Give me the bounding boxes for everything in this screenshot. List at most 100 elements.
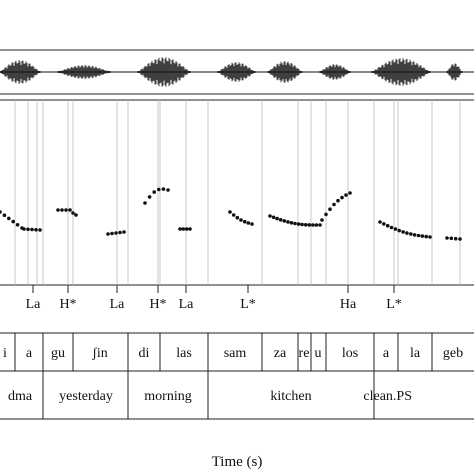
pitch-point: [152, 190, 156, 194]
tone-label: La: [110, 297, 126, 312]
syllable-label: las: [176, 346, 192, 361]
pitch-panel: [0, 99, 474, 286]
pitch-point: [0, 210, 2, 214]
syllable-label: a: [383, 346, 390, 361]
pitch-point: [397, 228, 402, 233]
pitch-track: [0, 187, 462, 241]
syllable-label: geb: [443, 346, 463, 361]
pitch-point: [389, 225, 394, 230]
pitch-point: [275, 216, 279, 221]
pitch-point: [282, 219, 287, 223]
pitch-point: [231, 213, 236, 217]
waveform-burst: [371, 58, 431, 86]
pitch-point: [289, 221, 294, 225]
pitch-point: [7, 216, 11, 221]
tone-label: H*: [149, 297, 166, 312]
syllable-label: za: [274, 346, 287, 361]
pitch-point: [344, 193, 348, 197]
pitch-point: [307, 223, 312, 227]
waveform-burst: [319, 64, 351, 80]
pitch-point: [26, 227, 30, 232]
pitch-point: [336, 198, 340, 203]
pitch-point: [268, 214, 272, 218]
waveform-burst: [217, 62, 256, 82]
pitch-point: [34, 228, 38, 232]
pitch-point: [328, 207, 332, 211]
pitch-point: [453, 236, 458, 241]
segment-boundary-lines: [14, 100, 461, 285]
word-tier: dma yesterday morning kitchen clean.PS: [0, 370, 474, 420]
pitch-point: [420, 234, 425, 238]
syllable-label: a: [26, 346, 33, 361]
tone-label: L*: [240, 297, 256, 312]
word-label: kitchen: [270, 389, 311, 404]
pitch-point: [293, 221, 297, 226]
pitch-point: [458, 237, 462, 241]
pitch-point: [2, 213, 7, 217]
pitch-point: [311, 223, 315, 227]
pitch-point: [401, 230, 405, 234]
pitch-point: [278, 218, 283, 222]
pitch-point: [110, 231, 114, 236]
word-label: clean.PS: [363, 389, 412, 404]
pitch-point: [242, 219, 247, 224]
pitch-point: [405, 231, 409, 235]
pitch-point: [147, 195, 152, 199]
pitch-point: [143, 201, 147, 205]
pitch-point: [15, 223, 20, 227]
syllable-label: u: [315, 346, 322, 361]
pitch-point: [271, 215, 276, 220]
pitch-point: [235, 215, 240, 220]
pitch-point: [382, 222, 386, 226]
pitch-point: [228, 210, 232, 214]
pitch-point: [409, 232, 413, 236]
pitch-point: [122, 230, 126, 234]
pitch-point: [68, 208, 72, 212]
tone-label: La: [179, 297, 195, 312]
pitch-point: [106, 232, 110, 236]
pitch-point: [114, 231, 118, 235]
pitch-point: [296, 222, 301, 226]
pitch-point: [340, 195, 344, 200]
waveform-burst: [0, 60, 41, 84]
syllable-label: ʃin: [91, 346, 108, 361]
pitch-point: [320, 218, 324, 222]
pitch-point: [30, 227, 34, 232]
pitch-point: [314, 223, 319, 227]
pitch-point: [56, 208, 60, 212]
pitch-point: [250, 222, 254, 226]
syllable-label: i: [3, 346, 7, 361]
pitch-point: [300, 222, 304, 227]
pitch-point: [348, 191, 352, 195]
pitch-point: [385, 223, 390, 228]
pitch-point: [378, 220, 382, 224]
pitch-point: [181, 227, 186, 231]
pitch-point: [239, 218, 243, 222]
syllable-label: los: [342, 346, 358, 361]
pitch-point: [71, 211, 75, 215]
tone-label: L*: [386, 297, 402, 312]
waveform-burst: [57, 65, 111, 79]
tone-label: Ha: [340, 297, 357, 312]
pitch-point: [424, 234, 429, 239]
pitch-point: [166, 188, 170, 192]
pitch-point: [188, 227, 192, 231]
pitch-point: [22, 227, 26, 231]
pitch-point: [74, 213, 78, 217]
pitch-point: [445, 236, 449, 240]
waveform-burst: [137, 57, 191, 87]
waveform-burst: [446, 63, 463, 81]
pitch-point: [332, 202, 336, 207]
pitch-point: [393, 227, 398, 231]
syllable-label: re: [299, 346, 310, 361]
pitch-point: [246, 221, 251, 225]
pitch-point: [286, 220, 290, 224]
word-label: yesterday: [59, 389, 113, 404]
pitch-point: [11, 219, 15, 224]
pitch-point: [184, 227, 189, 231]
pitch-point: [416, 233, 421, 238]
pitch-point: [303, 223, 308, 227]
word-label: dma: [8, 389, 33, 404]
waveform-bursts: [0, 57, 463, 87]
